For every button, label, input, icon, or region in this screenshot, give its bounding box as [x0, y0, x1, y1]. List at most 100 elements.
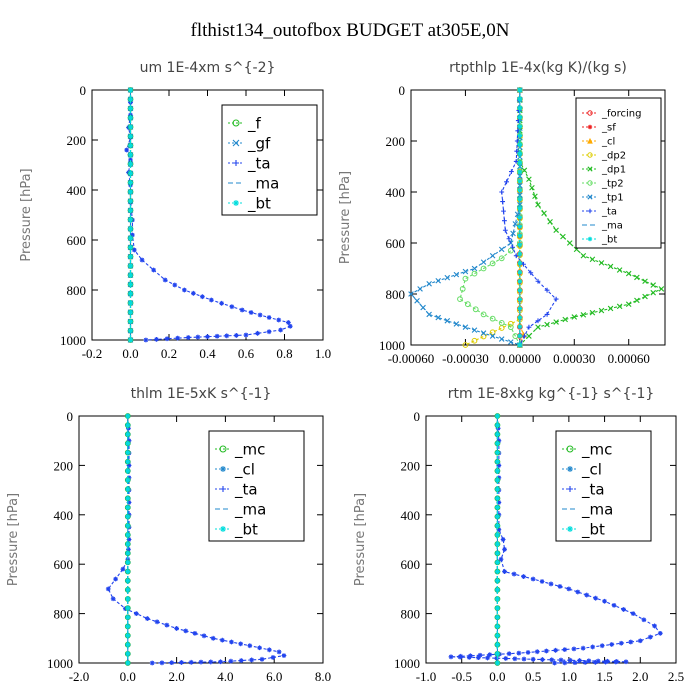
star-marker-core — [583, 661, 587, 664]
x-marker — [598, 260, 605, 266]
legend-label: _f — [247, 114, 262, 133]
y-tick-label: 0 — [67, 409, 74, 424]
star-marker-core — [559, 658, 563, 662]
star-marker-core — [160, 661, 164, 665]
star-marker-core — [563, 661, 567, 665]
legend-label: _dp2 — [601, 151, 626, 162]
x-marker — [541, 210, 547, 217]
x-marker — [489, 252, 496, 259]
star-marker-core — [526, 651, 530, 654]
star-marker-core — [225, 334, 229, 338]
legend-item: _mc — [215, 440, 265, 459]
star-marker-core — [126, 460, 130, 464]
star-marker-core — [631, 612, 635, 615]
star-marker-core — [496, 615, 499, 619]
star-marker-core — [518, 134, 522, 137]
y-tick-label: 1000 — [394, 656, 420, 671]
star-marker-core — [518, 116, 522, 119]
circle-marker — [464, 301, 471, 308]
star-marker-core — [458, 655, 462, 659]
x-marker — [535, 201, 541, 208]
star-marker-core — [219, 660, 222, 664]
x-marker — [489, 333, 496, 339]
star-marker-core — [624, 660, 628, 664]
legend-item: _bt — [228, 194, 271, 213]
x-marker — [650, 289, 656, 296]
star-marker-core — [496, 606, 499, 610]
star-marker-core — [129, 218, 132, 221]
x-tick-label: 2.0 — [168, 669, 184, 684]
x-tick-label: 0.2 — [161, 346, 177, 361]
plus-marker — [500, 199, 506, 204]
star-marker-core — [629, 640, 633, 644]
star-marker-core — [129, 162, 132, 166]
star-marker-core — [512, 572, 516, 576]
series-bt — [495, 413, 500, 666]
x-tick-label: -2.0 — [69, 669, 90, 684]
series-dp2 — [462, 87, 523, 348]
legend-item: _dp1 — [582, 165, 626, 176]
legend-label: _mc — [581, 440, 612, 459]
star-marker-core — [221, 638, 224, 642]
star-marker-core — [518, 197, 522, 201]
plot-frame — [425, 415, 677, 664]
x-marker — [547, 218, 553, 225]
star-marker-core — [189, 660, 193, 664]
star-marker-core — [581, 646, 585, 650]
star-marker-core — [129, 116, 132, 120]
star-marker-core — [129, 134, 132, 138]
star-marker-core — [221, 527, 225, 531]
star-marker-core — [587, 659, 591, 663]
star-marker-core — [126, 597, 130, 601]
star-marker-core — [211, 636, 215, 640]
star-marker-core — [496, 542, 499, 546]
x-marker — [526, 176, 532, 183]
star-marker-core — [126, 579, 130, 582]
star-marker-core — [150, 661, 154, 665]
chart-title: rtpthlp 1E-4x(kg K)/(kg s) — [449, 60, 627, 76]
star-marker-core — [488, 653, 492, 657]
star-marker-core — [126, 561, 130, 564]
x-marker — [435, 314, 442, 321]
legend-item: _mc — [562, 440, 612, 459]
legend-item: _forcing — [582, 109, 642, 120]
legend-label: _ta — [234, 480, 258, 499]
star-marker-core — [210, 298, 213, 302]
x-marker — [512, 221, 519, 227]
series-dp1 — [517, 87, 665, 348]
x-tick-label: -0.2 — [82, 346, 103, 361]
y-tick-label: 400 — [386, 185, 406, 200]
x-marker — [417, 286, 423, 292]
star-marker-core — [163, 278, 167, 282]
x-marker — [471, 327, 478, 333]
star-marker-core — [518, 161, 522, 165]
legend-item: _bt — [562, 520, 605, 539]
star-marker-core — [235, 334, 238, 337]
series-tp1 — [408, 87, 523, 348]
star-marker-core — [129, 181, 132, 184]
x-marker — [444, 317, 451, 324]
star-marker-core — [126, 588, 130, 592]
legend-item: _bt — [215, 520, 258, 539]
x-tick-label: 0.8 — [276, 346, 292, 361]
series-line — [410, 90, 521, 346]
star-marker-core — [127, 464, 131, 467]
legend-label: _dp1 — [601, 165, 626, 176]
star-marker-core — [477, 656, 480, 659]
star-marker-core — [201, 295, 204, 298]
star-marker-core — [518, 97, 522, 101]
x-marker — [625, 270, 632, 277]
x-tick-label: 0.5 — [525, 669, 541, 684]
legend-label: _bt — [581, 520, 605, 539]
y-tick-label: 200 — [401, 458, 421, 473]
star-marker-core — [563, 648, 567, 651]
plus-marker — [535, 278, 541, 284]
y-axis-label: Pressure [hPa] — [19, 168, 34, 261]
legend-label: _bt — [247, 194, 271, 213]
star-marker-core — [287, 321, 290, 324]
star-marker-core — [535, 650, 539, 654]
star-marker-core — [486, 656, 489, 660]
star-marker-core — [496, 561, 499, 564]
star-marker-core — [126, 423, 130, 427]
legend-label: _ta — [581, 480, 605, 499]
